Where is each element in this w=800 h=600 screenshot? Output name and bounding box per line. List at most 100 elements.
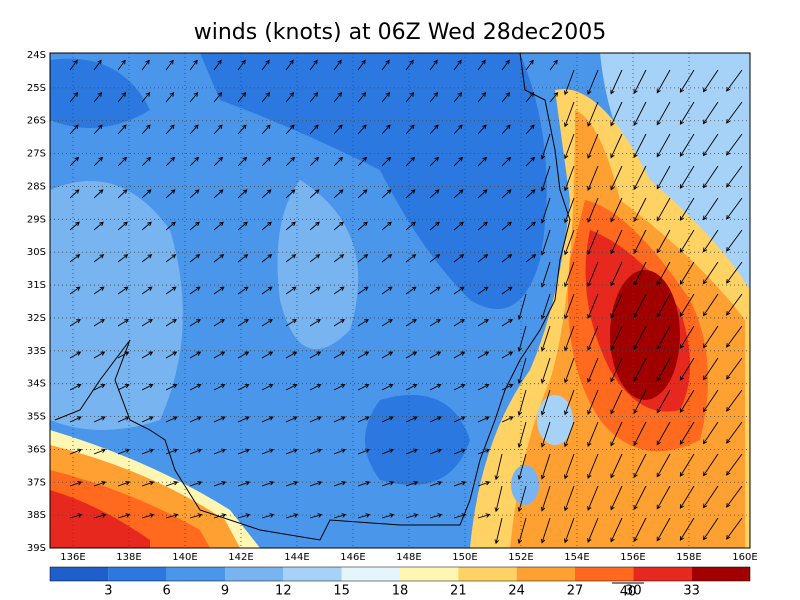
lon-label: 144E [284, 552, 309, 563]
wind-arrow [189, 254, 201, 263]
wind-arrow [429, 319, 441, 327]
wind-arrow [633, 69, 647, 94]
wind-arrow [563, 421, 575, 448]
wind-arrow [165, 92, 175, 103]
wind-arrow [453, 286, 465, 295]
wind-arrow [285, 351, 298, 359]
wind-arrow [453, 513, 467, 519]
wind-arrow [563, 261, 575, 288]
wind-arrow [540, 485, 551, 512]
wind-arrow [405, 59, 414, 71]
wind-arrow [610, 325, 623, 351]
wind-arrow [141, 92, 151, 103]
wind-arrow [117, 319, 129, 327]
wind-arrow [165, 124, 175, 135]
wind-arrow [540, 389, 551, 416]
wind-arrow [610, 389, 623, 415]
wind-arrow [333, 286, 345, 295]
wind-arrow [69, 221, 80, 231]
wind-arrow [261, 124, 271, 135]
wind-arrow [117, 92, 127, 103]
colorbar-box [166, 567, 225, 581]
wind-arrow [656, 197, 671, 222]
wind-arrow [587, 325, 599, 351]
wind-arrow [525, 92, 535, 103]
wind-arrow [69, 513, 83, 519]
wind-arrow [726, 357, 743, 380]
wind-arrow [381, 59, 390, 71]
wind-arrow [285, 383, 298, 391]
wind-arrow [261, 319, 273, 327]
wind-arrow [610, 453, 623, 479]
wind-arrow [587, 261, 599, 287]
wind-arrow [69, 189, 80, 199]
wind-arrow [453, 319, 465, 327]
wind-arrow [501, 124, 511, 135]
colorbar-box [458, 567, 517, 581]
wind-arrow [656, 69, 671, 94]
wind-arrow [633, 101, 647, 126]
wind-arrow [381, 254, 393, 263]
wind-arrow [93, 319, 105, 327]
wind-arrow [679, 229, 695, 253]
wind-arrow [381, 124, 391, 135]
wind-arrow [189, 513, 203, 519]
wind-arrow [285, 59, 294, 71]
wind-arrow [405, 480, 419, 487]
wind-arrow [563, 229, 575, 256]
wind-arrow [117, 351, 130, 359]
wind-arrow [333, 92, 343, 103]
wind-arrow [309, 124, 319, 135]
wind-arrow [357, 92, 367, 103]
wind-arrow [563, 69, 575, 96]
wind-arrow [453, 351, 466, 359]
wind-arrow [702, 453, 719, 477]
wind-arrow [141, 383, 154, 391]
wind-arrow [141, 480, 155, 487]
wind-arrow [213, 286, 225, 295]
wind-field [50, 53, 750, 548]
wind-arrow [563, 133, 575, 160]
wind-arrow [237, 124, 247, 135]
colorbar-label: 9 [221, 584, 229, 599]
colorbar-label: 3 [104, 584, 112, 599]
wind-arrow [477, 319, 489, 327]
wind-arrow [540, 229, 551, 256]
lat-label: 29S [27, 214, 46, 225]
wind-arrow [261, 92, 271, 103]
wind-arrow [165, 480, 179, 487]
wind-arrow [309, 254, 321, 263]
wind-arrow [726, 293, 743, 316]
wind-arrow [165, 254, 177, 263]
wind-arrow [633, 197, 647, 222]
wind-arrow [405, 124, 415, 135]
wind-arrow [93, 124, 103, 135]
wind-arrow [477, 156, 488, 167]
wind-arrow [261, 254, 273, 263]
wind-arrow [587, 453, 599, 479]
wind-arrow [165, 286, 177, 295]
wind-arrow [69, 480, 83, 487]
wind-arrow [189, 124, 199, 135]
wind-arrow [165, 319, 177, 327]
wind-arrow [285, 156, 296, 167]
wind-arrow [656, 485, 671, 510]
wind-arrow [587, 133, 599, 159]
wind-arrow [563, 197, 575, 224]
wind-arrow [477, 254, 489, 263]
wind-arrow [540, 517, 551, 544]
wind-arrow [429, 156, 440, 167]
wind-arrow [453, 383, 466, 391]
wind-arrow [333, 383, 346, 391]
wind-arrow [381, 156, 392, 167]
lon-label: 158E [676, 552, 701, 563]
wind-arrow [381, 286, 393, 295]
wind-arrow [357, 124, 367, 135]
wind-arrow [429, 480, 443, 487]
colorbar-box [400, 567, 459, 581]
wind-arrow [453, 59, 462, 71]
wind-arrow [357, 513, 371, 519]
wind-arrow [117, 383, 130, 391]
wind-arrow [679, 485, 695, 509]
colorbar-label: 12 [275, 584, 292, 599]
